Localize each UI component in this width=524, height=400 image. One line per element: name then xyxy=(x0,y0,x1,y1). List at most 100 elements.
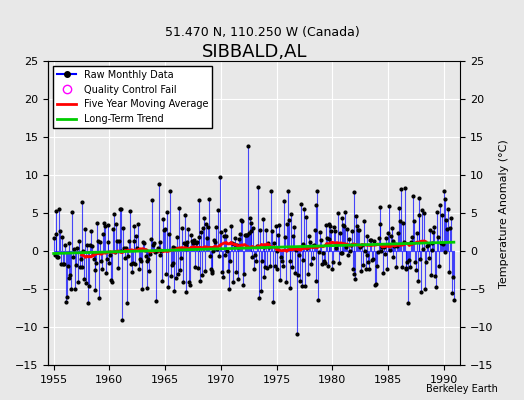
Point xyxy=(225,286,233,292)
Point xyxy=(422,259,430,265)
Point xyxy=(140,247,149,253)
Point xyxy=(303,244,311,251)
Point xyxy=(292,246,300,253)
Point xyxy=(262,227,270,233)
Point xyxy=(302,214,310,220)
Point xyxy=(136,256,144,262)
Point xyxy=(236,231,245,237)
Point xyxy=(216,174,224,180)
Point xyxy=(322,222,330,228)
Point xyxy=(66,272,74,278)
Point xyxy=(122,245,130,251)
Point xyxy=(224,268,233,275)
Point xyxy=(237,217,245,223)
Point xyxy=(330,224,339,231)
Point xyxy=(131,261,139,268)
Point xyxy=(240,270,248,277)
Point xyxy=(399,220,407,226)
Point xyxy=(274,232,282,238)
Point xyxy=(223,248,232,254)
Point xyxy=(380,244,388,250)
Point xyxy=(423,243,431,249)
Point xyxy=(103,238,112,245)
Point xyxy=(178,225,186,231)
Point xyxy=(392,264,400,270)
Point xyxy=(124,253,132,259)
Point xyxy=(357,268,365,274)
Point xyxy=(91,267,100,273)
Point xyxy=(108,279,116,286)
Point xyxy=(395,205,403,211)
Point xyxy=(147,236,155,242)
Point xyxy=(339,222,347,228)
Point xyxy=(377,248,386,254)
Point xyxy=(255,295,263,301)
Point xyxy=(411,267,420,274)
Point xyxy=(418,207,427,213)
Point xyxy=(404,300,412,306)
Point xyxy=(138,286,146,292)
Point xyxy=(326,223,334,229)
Point xyxy=(428,247,436,253)
Point xyxy=(64,275,73,281)
Point xyxy=(272,266,281,272)
Point xyxy=(381,251,389,258)
Point xyxy=(85,283,93,289)
Point xyxy=(196,278,204,284)
Point xyxy=(413,278,422,285)
Point xyxy=(328,266,336,273)
Point xyxy=(390,243,399,250)
Point xyxy=(314,296,322,303)
Point xyxy=(235,236,244,242)
Point xyxy=(419,246,428,252)
Point xyxy=(387,225,396,232)
Point xyxy=(168,244,177,250)
Point xyxy=(60,260,68,267)
Point xyxy=(107,277,115,283)
Point xyxy=(126,261,135,267)
Point xyxy=(315,248,323,255)
Point xyxy=(239,282,247,288)
Point xyxy=(256,227,264,233)
Point xyxy=(248,254,257,260)
Point xyxy=(343,226,351,232)
Point xyxy=(385,203,393,209)
Point xyxy=(57,260,66,267)
Point xyxy=(325,236,334,242)
Point xyxy=(134,221,143,228)
Point xyxy=(161,225,169,232)
Point xyxy=(211,238,220,245)
Point xyxy=(143,258,151,264)
Point xyxy=(209,248,217,254)
Point xyxy=(291,270,299,276)
Point xyxy=(89,250,97,257)
Point xyxy=(128,260,137,267)
Point xyxy=(100,220,108,226)
Point xyxy=(169,260,178,266)
Point xyxy=(412,230,421,236)
Point xyxy=(424,242,432,248)
Point xyxy=(194,196,203,203)
Point xyxy=(242,232,250,238)
Point xyxy=(368,257,376,264)
Point xyxy=(129,222,138,229)
Point xyxy=(371,282,379,289)
Point xyxy=(273,248,281,254)
Point xyxy=(372,281,380,288)
Point xyxy=(427,271,435,278)
Point xyxy=(398,264,406,270)
Point xyxy=(249,225,257,232)
Point xyxy=(374,249,382,256)
Point xyxy=(436,240,445,246)
Point xyxy=(440,188,448,194)
Point xyxy=(220,252,228,258)
Point xyxy=(90,256,98,262)
Point xyxy=(420,210,428,216)
Point xyxy=(388,254,397,260)
Point xyxy=(126,208,134,214)
Point xyxy=(353,223,362,229)
Point xyxy=(245,230,253,236)
Point xyxy=(96,239,104,245)
Point xyxy=(56,228,64,234)
Point xyxy=(332,245,340,251)
